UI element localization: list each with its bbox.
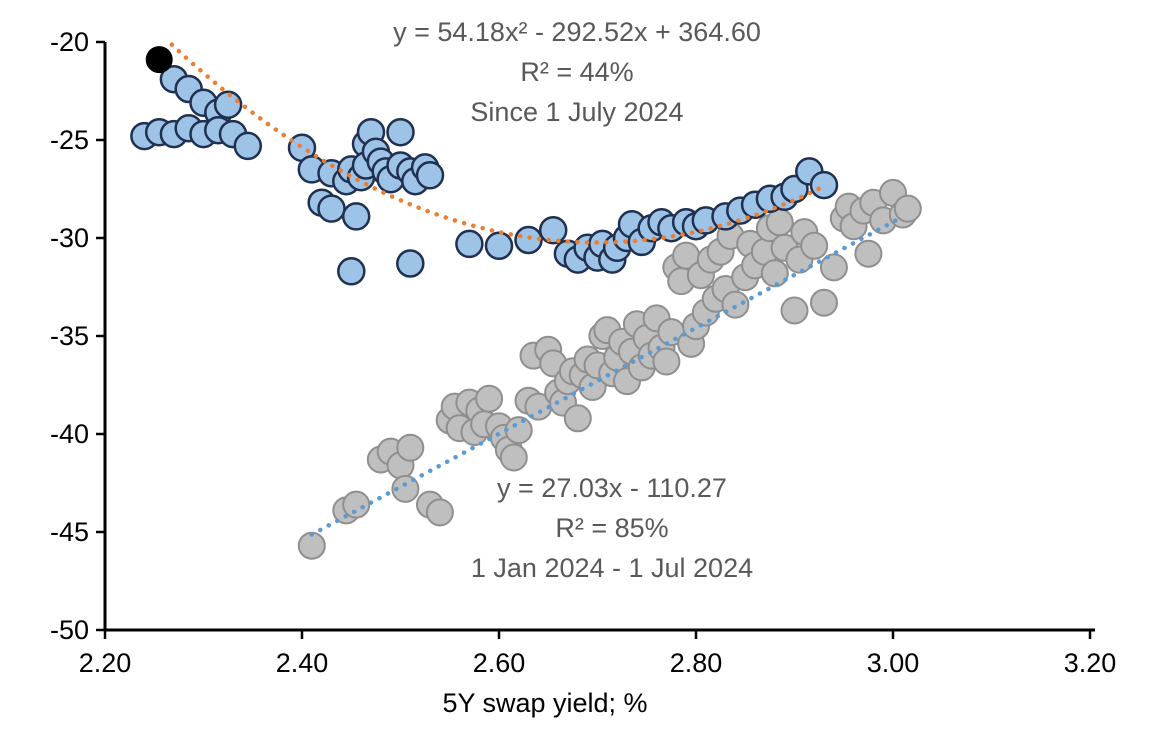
fit-r2-recent: R² = 44% [520, 57, 634, 87]
data-point [780, 296, 809, 325]
y-tick-label: -25 [50, 125, 89, 155]
latest-data-point [145, 46, 173, 74]
data-point [563, 404, 592, 433]
fit-annotation-first-half: y = 27.03x - 110.27 R² = 85% 1 Jan 2024 … [362, 468, 862, 588]
data-point [484, 231, 514, 261]
data-point [819, 253, 848, 282]
x-tick-label: 2.40 [276, 648, 329, 678]
data-point [213, 90, 243, 119]
data-point [854, 239, 883, 268]
data-point [760, 259, 789, 288]
y-tick-label: -35 [50, 321, 89, 351]
fit-annotation-since-july: y = 54.18x² - 292.52x + 364.60 R² = 44% … [327, 12, 827, 132]
data-point [396, 249, 425, 278]
data-point [391, 474, 420, 503]
x-tick-label: 2.20 [79, 648, 132, 678]
fit-period-older: 1 Jan 2024 - 1 Jul 2024 [470, 553, 754, 583]
x-axis-title: 5Y swap yield; % [442, 688, 648, 718]
data-point [337, 257, 366, 286]
data-point [499, 443, 528, 472]
data-point [893, 194, 922, 223]
fit-period-recent: Since 1 July 2024 [470, 97, 684, 127]
data-point [765, 208, 794, 237]
data-point [233, 131, 263, 161]
data-point [504, 416, 533, 445]
y-tick-label: -30 [50, 223, 89, 253]
data-point [317, 194, 346, 223]
trendline [309, 217, 901, 537]
y-tick-label: -40 [50, 419, 89, 449]
y-tick-label: -50 [50, 615, 89, 645]
data-point [809, 170, 839, 200]
data-point [810, 288, 838, 317]
data-point [721, 290, 750, 319]
data-point [475, 384, 504, 413]
data-points-layer [130, 64, 922, 560]
data-point [396, 433, 425, 462]
x-tick-label: 3.20 [1064, 648, 1117, 678]
data-point [538, 215, 568, 245]
data-point [652, 347, 681, 376]
data-point [342, 490, 371, 519]
fit-equation-older: y = 27.03x - 110.27 [497, 473, 727, 503]
fit-r2-older: R² = 85% [555, 513, 669, 543]
data-point [386, 117, 415, 147]
data-point [514, 225, 543, 255]
x-tick-label: 2.80 [670, 648, 723, 678]
data-point [415, 161, 445, 190]
data-point [800, 231, 829, 260]
fit-equation-recent: y = 54.18x² - 292.52x + 364.60 [393, 17, 761, 47]
y-tick-label: -45 [50, 517, 89, 547]
x-tick-label: 2.60 [473, 648, 526, 678]
data-point [455, 229, 484, 259]
data-point [341, 202, 371, 231]
x-tick-label: 3.00 [867, 648, 920, 678]
data-point [425, 498, 454, 527]
y-tick-label: -20 [50, 27, 89, 57]
